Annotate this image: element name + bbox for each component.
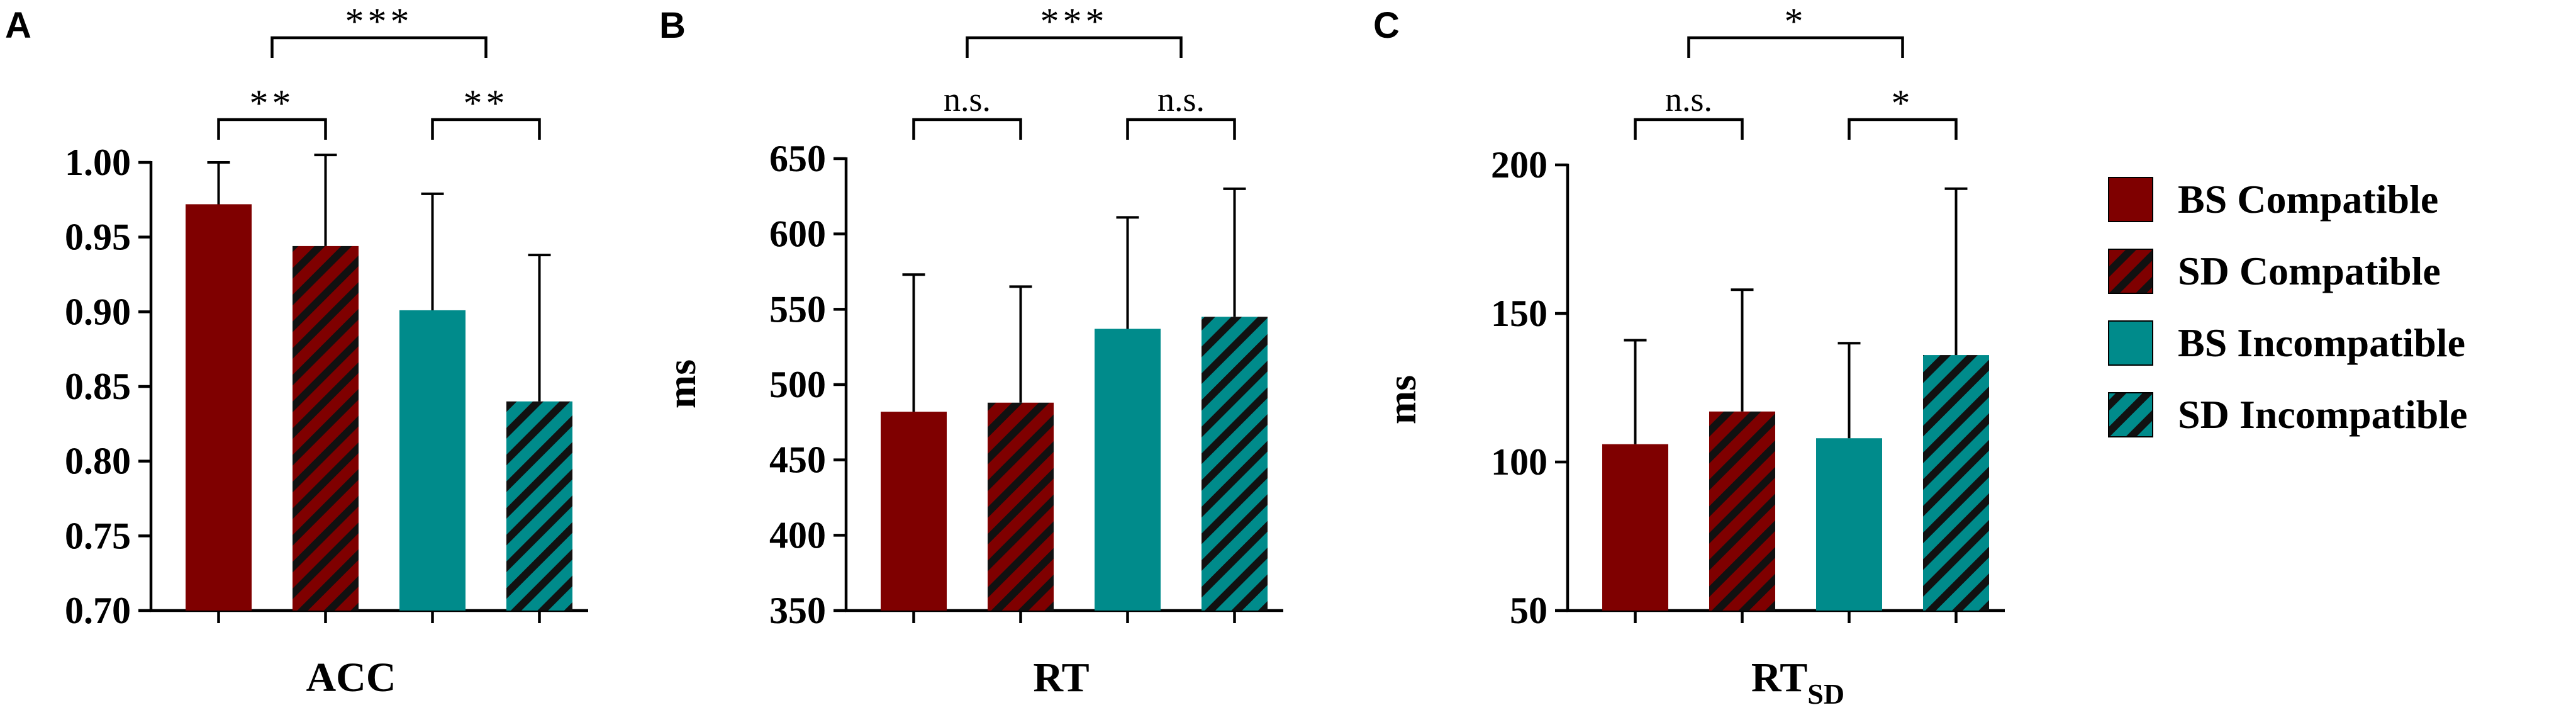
legend-label-bs-incompatible: BS Incompatible	[2178, 320, 2465, 365]
y-tick-label: 200	[1491, 144, 1547, 186]
significance-label: n.s.	[1157, 81, 1205, 118]
significance-label: **	[464, 82, 509, 124]
x-axis-label-rtsd-sub: SD	[1807, 678, 1844, 710]
y-tick-label: 0.75	[65, 515, 131, 556]
significance-bracket	[1126, 118, 1236, 140]
y-tick-label: 0.90	[65, 291, 131, 332]
legend-swatch-bs-incompatible	[2108, 320, 2153, 366]
panel-letter-b: B	[659, 5, 686, 46]
legend-swatch-sd-compatible	[2108, 249, 2153, 294]
x-axis-label-rt: RT	[1033, 655, 1089, 701]
x-axis-label-rtsd-main: RT	[1751, 655, 1807, 701]
significance-label: ***	[1040, 1, 1108, 42]
x-axis-label-acc: ACC	[306, 655, 396, 701]
bar-sd-compatible	[293, 245, 359, 611]
bar-sd-incompatible	[1923, 355, 1989, 611]
significance-bracket	[270, 36, 488, 58]
legend-label-sd-incompatible: SD Incompatible	[2178, 392, 2468, 437]
significance-bracket	[1634, 118, 1744, 140]
legend-label-sd-compatible: SD Compatible	[2178, 249, 2441, 293]
y-tick-label: 1.00	[65, 142, 131, 183]
y-tick-label: 0.85	[65, 366, 131, 407]
y-tick-label: 550	[769, 288, 826, 330]
significance-bracket	[1687, 36, 1904, 58]
panel-rt: 350 400 450 500 550 600 650 n.s. n.s. ***	[769, 1, 1283, 631]
panel-letter-c: C	[1373, 5, 1400, 46]
legend: BS Compatible SD Compatible BS Incompati…	[2108, 177, 2468, 437]
bar-sd-incompatible	[506, 401, 572, 611]
bar-bs-compatible	[186, 204, 252, 611]
y-tick-label: 450	[769, 439, 826, 481]
significance-bracket	[431, 118, 541, 140]
significance-label: *	[1785, 1, 1807, 42]
y-tick-label: 0.70	[65, 590, 131, 631]
bar-bs-incompatible	[1095, 329, 1161, 611]
legend-swatch-bs-compatible	[2108, 177, 2153, 222]
y-tick-label: 350	[769, 590, 826, 631]
bar-bs-incompatible	[399, 310, 466, 611]
y-tick-label: 600	[769, 213, 826, 255]
y-axis-label-rt: ms	[659, 359, 704, 409]
legend-label-bs-compatible: BS Compatible	[2178, 177, 2438, 222]
y-tick-label: 0.80	[65, 441, 131, 482]
panel-acc: 0.700.750.800.850.900.951.00** *****	[65, 1, 588, 631]
panel-letter-a: A	[5, 5, 31, 46]
y-tick-label: 50	[1510, 590, 1547, 631]
bar-bs-compatible	[881, 412, 947, 611]
y-tick-label: 0.95	[65, 217, 131, 258]
x-axis-label-rtsd: RTSD	[1751, 655, 1844, 710]
significance-bracket	[1848, 118, 1958, 140]
significance-label: n.s.	[1665, 81, 1712, 118]
bar-sd-compatible	[1709, 411, 1775, 611]
bar-bs-compatible	[1602, 444, 1668, 611]
significance-label: **	[250, 82, 295, 124]
significance-label: ***	[345, 1, 413, 42]
y-tick-label: 650	[769, 138, 826, 179]
panel-rtsd: 50 100 150 200 n.s. * *	[1491, 1, 2005, 631]
significance-bracket	[912, 118, 1022, 140]
bar-sd-compatible	[988, 402, 1054, 611]
significance-bracket	[217, 118, 327, 140]
y-axis-label-rtsd: ms	[1380, 375, 1424, 424]
y-tick-label: 400	[769, 514, 826, 556]
bar-sd-incompatible	[1202, 317, 1268, 611]
bar-bs-incompatible	[1816, 438, 1882, 611]
significance-label: *	[1892, 82, 1914, 124]
significance-label: n.s.	[944, 81, 991, 118]
legend-swatch-sd-incompatible	[2108, 392, 2153, 437]
significance-bracket	[966, 36, 1183, 58]
y-tick-label: 150	[1491, 293, 1547, 334]
y-tick-label: 500	[769, 364, 826, 405]
y-tick-label: 100	[1491, 441, 1547, 483]
